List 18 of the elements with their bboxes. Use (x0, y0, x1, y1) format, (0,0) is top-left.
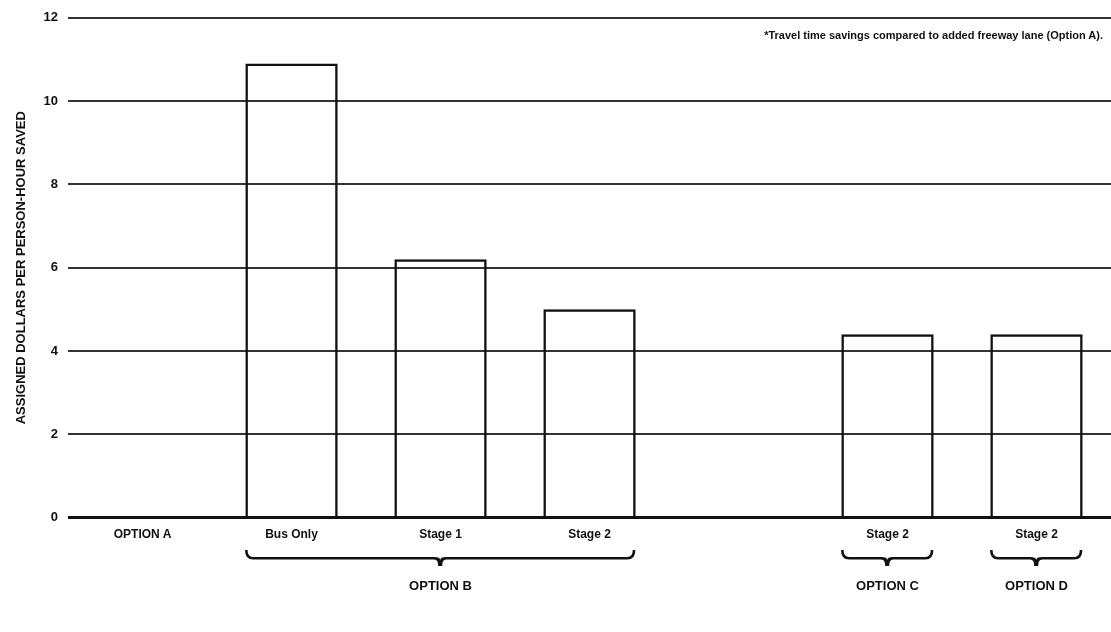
annotation: *Travel time savings compared to added freeway lane (Option A). (764, 28, 1103, 41)
y-tick-label: 8 (50, 175, 59, 191)
x-tick-label: OPTION A (113, 527, 172, 542)
y-tick-label: 6 (50, 259, 59, 275)
text: OPTION D (1005, 577, 1068, 593)
x-tick-label: Stage 2 (866, 527, 910, 542)
y-tick-label: 2 (50, 425, 59, 441)
x-tick-label: Stage 2 (1015, 527, 1059, 542)
y-axis-title: ASSIGNED DOLLARS PER PERSON-HOUR SAVED (13, 111, 29, 425)
text: OPTION C (856, 577, 920, 593)
x-tick-label: Bus Only (265, 527, 319, 542)
y-tick-label: 4 (50, 342, 59, 358)
y-tick-label: 10 (43, 92, 59, 108)
x-tick-label: Stage 2 (568, 527, 612, 542)
y-tick-label: 12 (43, 9, 59, 25)
text: OPTION B (409, 577, 472, 593)
x-tick-label: Stage 1 (419, 527, 463, 542)
y-tick-label: 0 (50, 509, 59, 525)
